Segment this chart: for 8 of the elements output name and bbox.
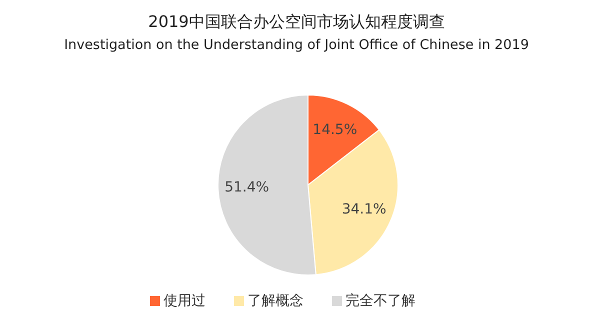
data-label: 34.1% <box>342 201 386 218</box>
legend-label: 完全不了解 <box>346 293 416 309</box>
data-label: 51.4% <box>224 180 270 196</box>
chart-subtitle: Investigation on the Understanding of Joint Office of Chinese in 2019 <box>63 36 530 55</box>
chart-title: 2019中国联合办公空间市场认知程度调查 <box>147 11 446 33</box>
legend-label: 使用过 <box>164 293 206 309</box>
data-label: 14.5% <box>312 122 358 138</box>
legend-label: 了解概念 <box>248 293 304 309</box>
